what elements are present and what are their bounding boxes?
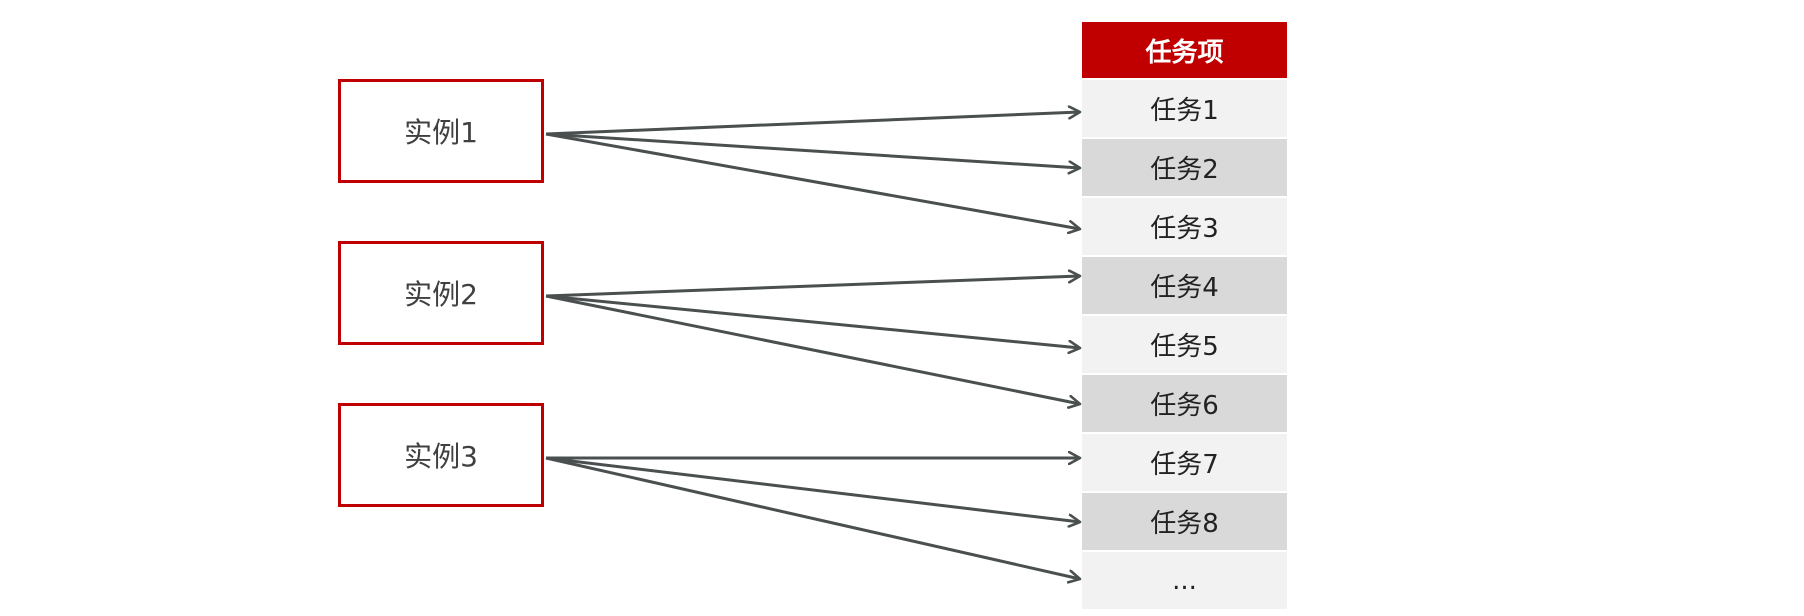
task-row-label: 任务8 <box>1150 509 1219 539</box>
instance-label: 实例1 <box>404 116 478 149</box>
task-row-label: ... <box>1172 565 1197 596</box>
task-row-label: 任务7 <box>1150 450 1219 480</box>
arrow-instance2-task4 <box>545 276 1080 298</box>
arrow-instance1-task2 <box>545 132 1080 168</box>
task-row-label: 任务5 <box>1150 332 1219 362</box>
task-row: 任务2 <box>1082 139 1287 196</box>
arrow-instance2-task5 <box>545 294 1080 348</box>
task-row-label: 任务6 <box>1150 391 1219 421</box>
arrow-instance1-task3 <box>545 132 1080 229</box>
task-row: 任务8 <box>1082 493 1287 550</box>
instance-label: 实例2 <box>404 278 478 311</box>
arrow-instance3-ellipsis <box>545 456 1080 579</box>
task-row-label: 任务2 <box>1150 155 1219 185</box>
task-row: 任务7 <box>1082 434 1287 491</box>
task-row-label: 任务4 <box>1150 273 1219 303</box>
instance-box-1: 实例1 <box>338 79 544 183</box>
task-row-label: 任务3 <box>1150 214 1219 244</box>
task-table: 任务项 任务1 任务2 任务3 任务4 任务5 任务6 任务7 任务8 ... <box>1082 22 1287 611</box>
task-row: 任务3 <box>1082 198 1287 255</box>
task-row: 任务1 <box>1082 80 1287 137</box>
instance-box-3: 实例3 <box>338 403 544 507</box>
task-row: ... <box>1082 552 1287 609</box>
task-table-header: 任务项 <box>1082 22 1287 78</box>
arrow-instance1-task1 <box>545 112 1080 136</box>
task-row: 任务5 <box>1082 316 1287 373</box>
task-row: 任务4 <box>1082 257 1287 314</box>
task-table-header-label: 任务项 <box>1145 37 1224 68</box>
instance-label: 实例3 <box>404 440 478 473</box>
arrow-instance2-task6 <box>545 294 1080 404</box>
instance-box-2: 实例2 <box>338 241 544 345</box>
task-row: 任务6 <box>1082 375 1287 432</box>
task-row-label: 任务1 <box>1150 96 1219 126</box>
arrow-instance3-task8 <box>545 456 1080 522</box>
